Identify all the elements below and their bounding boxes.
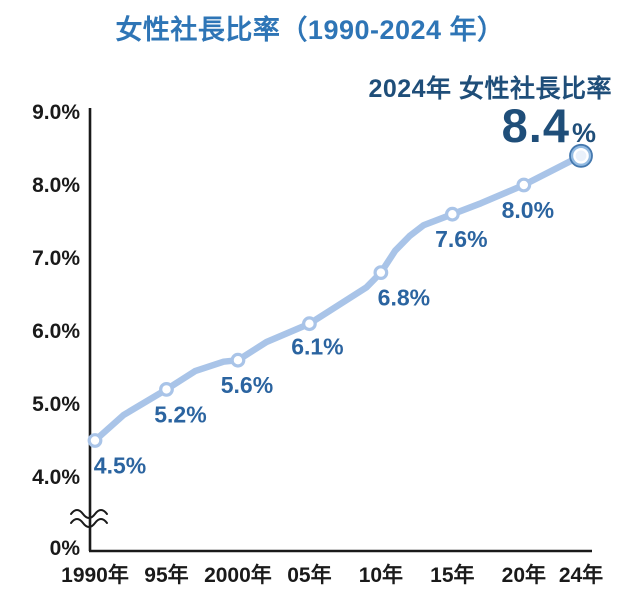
data-point-label: 5.2% <box>154 401 206 427</box>
x-axis-tick-label: 24年 <box>559 563 603 587</box>
data-point-marker <box>444 206 460 222</box>
data-point-marker <box>159 382 174 397</box>
x-axis-tick-label: 15年 <box>430 563 474 587</box>
y-axis-break-icon <box>70 509 108 519</box>
data-point-label: 7.6% <box>435 226 487 252</box>
data-point-marker <box>230 352 246 368</box>
x-axis-tick-label: 10年 <box>359 563 403 587</box>
annotation-value-number: 8.4 <box>501 99 570 152</box>
x-axis-tick-label: 20年 <box>502 563 546 587</box>
y-axis-tick-label: 4.0% <box>32 466 80 489</box>
data-point-label: 6.8% <box>378 285 430 311</box>
final-point-marker-inner <box>573 147 589 164</box>
data-point-label: 4.5% <box>94 453 146 479</box>
y-axis-tick-label: 9.0% <box>32 101 80 124</box>
y-axis-tick-label: 0% <box>50 537 81 560</box>
x-axis-tick-label: 1990年 <box>61 563 129 587</box>
chart-title: 女性社長比率（1990-2024 年） <box>115 15 505 45</box>
annotation-value: 8.4% <box>502 98 596 153</box>
data-point-label: 6.1% <box>291 334 343 360</box>
y-axis-tick-label: 7.0% <box>32 247 80 270</box>
x-axis-tick-label: 95年 <box>144 563 188 587</box>
data-point-marker <box>516 177 532 193</box>
y-axis-tick-label: 8.0% <box>32 174 80 197</box>
y-axis-tick-label: 5.0% <box>32 393 80 416</box>
data-point-label: 5.6% <box>221 372 273 398</box>
data-point-marker <box>302 316 317 332</box>
y-axis-tick-label: 6.0% <box>32 320 80 343</box>
x-axis-tick-label: 05年 <box>287 563 331 587</box>
annotation-value-unit: % <box>571 118 596 148</box>
data-point-marker <box>87 433 103 448</box>
data-point-label: 8.0% <box>502 197 554 223</box>
annotation-heading: 2024年 女性社長比率 <box>368 75 612 103</box>
data-point-marker <box>373 265 389 281</box>
y-axis-break-icon <box>70 518 108 528</box>
x-axis-tick-label: 2000年 <box>204 563 272 587</box>
